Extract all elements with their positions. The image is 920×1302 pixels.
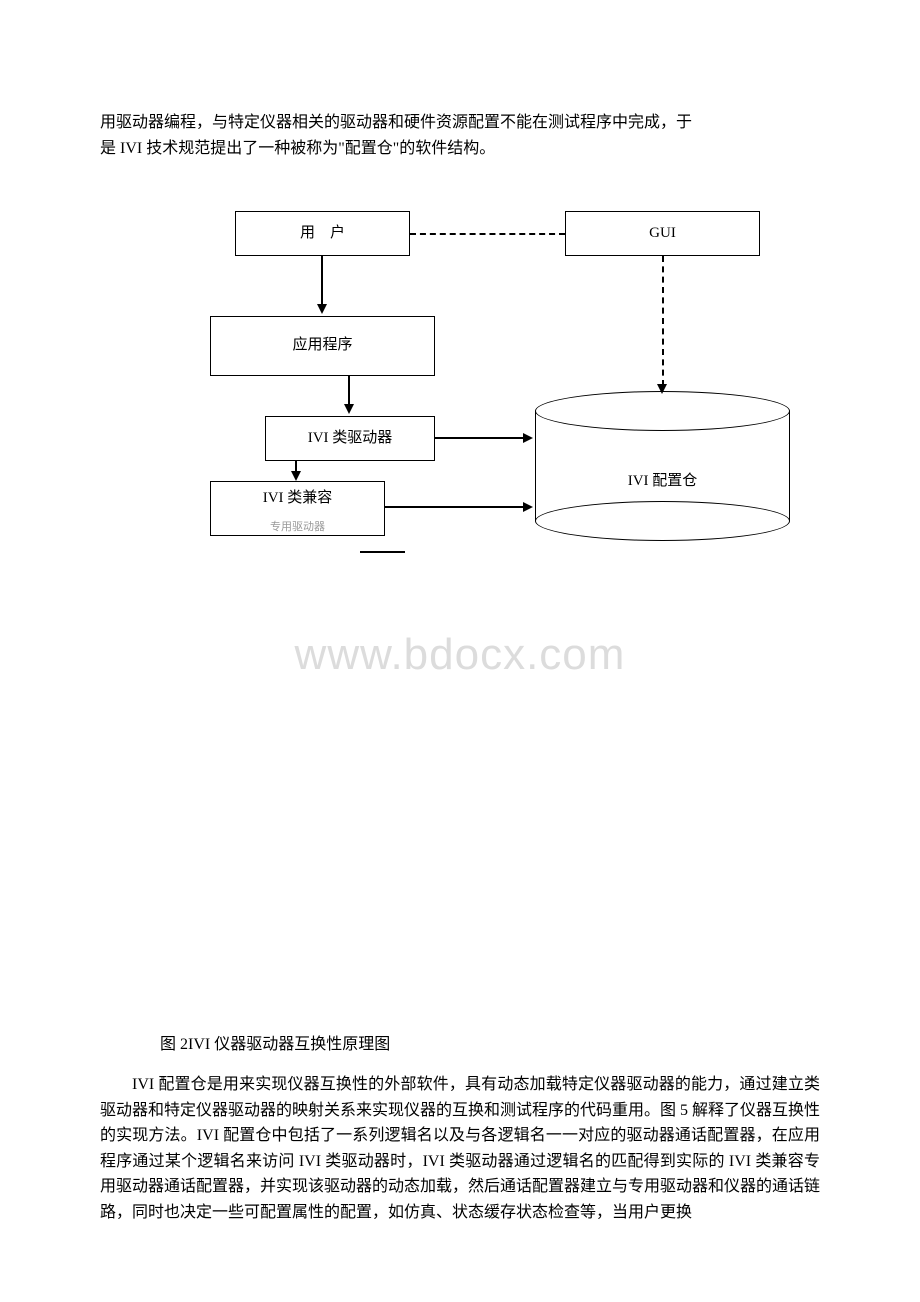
bottom-section: 图 2IVI 仪器驱动器互换性原理图 IVI 配置仓是用来实现仪器互换性的外部软… bbox=[100, 1030, 820, 1226]
watermark: www.bdocx.com bbox=[0, 630, 920, 680]
node-config-store-label: IVI 配置仓 bbox=[535, 469, 790, 490]
body-paragraph: IVI 配置仓是用来实现仪器互换性的外部软件，具有动态加载特定仪器驱动器的能力，… bbox=[100, 1072, 820, 1226]
node-gui: GUI bbox=[565, 211, 760, 256]
dash-user-gui bbox=[410, 233, 565, 235]
node-ivi-compat: IVI 类兼容 专用驱动器 bbox=[210, 481, 385, 536]
node-ivi-compat-label: IVI 类兼容 bbox=[263, 489, 333, 509]
cylinder-top bbox=[535, 391, 790, 431]
cylinder-bottom bbox=[535, 501, 790, 541]
ivi-diagram: 用 户 GUI 应用程序 IVI 类驱动器 IVI 类兼容 专用驱动器 IVI … bbox=[100, 191, 820, 551]
node-ivi-compat-sub: 专用驱动器 bbox=[270, 520, 325, 534]
line-user-app bbox=[321, 256, 323, 306]
top-paragraph-line1: 用驱动器编程，与特定仪器相关的驱动器和硬件资源配置不能在测试程序中完成，于 bbox=[100, 110, 820, 136]
node-app: 应用程序 bbox=[210, 316, 435, 376]
figure-caption: 图 2IVI 仪器驱动器互换性原理图 bbox=[160, 1030, 820, 1054]
line-compat-cylinder bbox=[385, 506, 525, 508]
top-paragraph-line2: 是 IVI 技术规范提出了一种被称为"配置仓"的软件结构。 bbox=[100, 136, 820, 162]
node-user: 用 户 bbox=[235, 211, 410, 256]
node-ivi-class-driver: IVI 类驱动器 bbox=[265, 416, 435, 461]
node-user-label: 用 户 bbox=[300, 224, 345, 244]
short-line-below bbox=[360, 551, 405, 553]
dash-gui-cylinder bbox=[662, 256, 664, 386]
arrow-driver-cylinder bbox=[523, 433, 533, 443]
node-app-label: 应用程序 bbox=[292, 336, 352, 356]
arrow-compat-cylinder bbox=[523, 502, 533, 512]
arrow-driver-compat bbox=[291, 471, 301, 481]
node-gui-label: GUI bbox=[649, 224, 676, 244]
node-ivi-class-driver-label: IVI 类驱动器 bbox=[308, 429, 393, 449]
line-driver-cylinder bbox=[435, 437, 525, 439]
arrow-app-driver bbox=[344, 404, 354, 414]
arrow-user-app bbox=[317, 304, 327, 314]
node-config-store: IVI 配置仓 bbox=[535, 391, 790, 541]
arrow-gui-cylinder bbox=[657, 384, 667, 394]
line-app-driver bbox=[348, 376, 350, 406]
